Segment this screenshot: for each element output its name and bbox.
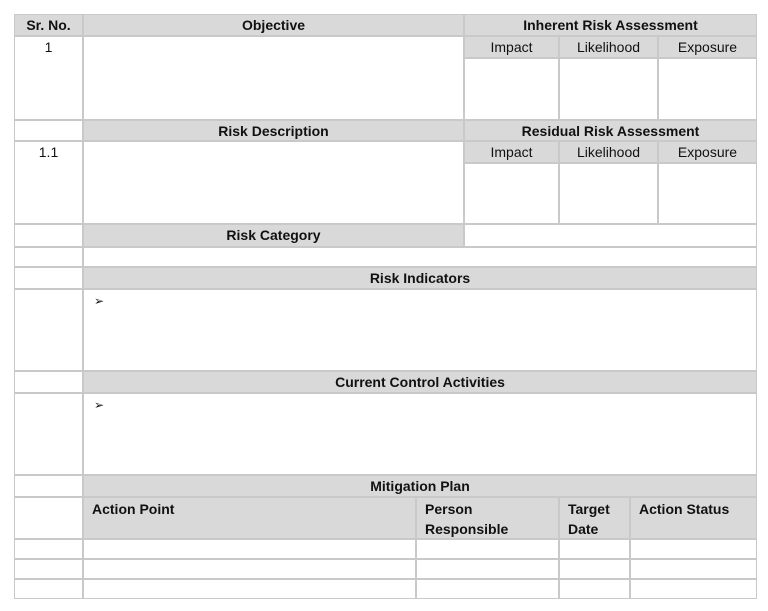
objective-cell[interactable] <box>83 36 464 120</box>
inherent-impact-header: Impact <box>464 36 559 58</box>
inherent-exposure-cell[interactable] <box>658 58 757 120</box>
empty-cell <box>14 120 83 141</box>
bullet-arrow-icon: ➢ <box>94 398 105 412</box>
inherent-risk-header: Inherent Risk Assessment <box>464 14 757 36</box>
sr-cell <box>14 539 83 559</box>
objective-header: Objective <box>83 14 464 36</box>
current-controls-cell[interactable]: ➢ <box>83 393 757 475</box>
risk-category-cell[interactable] <box>83 247 757 267</box>
empty-cell <box>14 289 83 371</box>
person-responsible-cell[interactable] <box>416 539 559 559</box>
action-point-cell[interactable] <box>83 539 416 559</box>
empty-cell <box>14 224 83 247</box>
empty-cell <box>14 393 83 475</box>
residual-exposure-header: Exposure <box>658 141 757 163</box>
person-responsible-header: Person Responsible <box>416 497 559 539</box>
target-date-cell[interactable] <box>559 579 630 599</box>
target-date-cell[interactable] <box>559 559 630 579</box>
target-date-header: Target Date <box>559 497 630 539</box>
target-date-cell[interactable] <box>559 539 630 559</box>
person-responsible-cell[interactable] <box>416 579 559 599</box>
risk-category-header: Risk Category <box>83 224 464 247</box>
sr-no-header: Sr. No. <box>14 14 83 36</box>
empty-cell <box>14 267 83 289</box>
inherent-impact-cell[interactable] <box>464 58 559 120</box>
risk-indicators-cell[interactable]: ➢ <box>83 289 757 371</box>
residual-exposure-cell[interactable] <box>658 163 757 224</box>
current-controls-header: Current Control Activities <box>83 371 757 393</box>
action-status-header: Action Status <box>630 497 757 539</box>
residual-likelihood-cell[interactable] <box>559 163 658 224</box>
inherent-exposure-header: Exposure <box>658 36 757 58</box>
sr-cell <box>14 579 83 599</box>
bullet-arrow-icon: ➢ <box>94 294 105 308</box>
residual-risk-header: Residual Risk Assessment <box>464 120 757 141</box>
risk-category-side-cell[interactable] <box>464 224 757 247</box>
sr-cell <box>14 559 83 579</box>
inherent-likelihood-cell[interactable] <box>559 58 658 120</box>
risk-description-header: Risk Description <box>83 120 464 141</box>
risk-description-cell[interactable] <box>83 141 464 224</box>
residual-impact-header: Impact <box>464 141 559 163</box>
empty-cell <box>14 247 83 267</box>
action-status-cell[interactable] <box>630 559 757 579</box>
action-point-cell[interactable] <box>83 579 416 599</box>
action-status-cell[interactable] <box>630 539 757 559</box>
empty-cell <box>14 371 83 393</box>
empty-cell <box>14 475 83 497</box>
action-point-header: Action Point <box>83 497 416 539</box>
action-status-cell[interactable] <box>630 579 757 599</box>
person-responsible-cell[interactable] <box>416 559 559 579</box>
empty-cell <box>14 497 83 539</box>
residual-impact-cell[interactable] <box>464 163 559 224</box>
mitigation-plan-header: Mitigation Plan <box>83 475 757 497</box>
objective-number: 1 <box>14 36 83 120</box>
risk-number: 1.1 <box>14 141 83 224</box>
action-point-cell[interactable] <box>83 559 416 579</box>
residual-likelihood-header: Likelihood <box>559 141 658 163</box>
inherent-likelihood-header: Likelihood <box>559 36 658 58</box>
risk-indicators-header: Risk Indicators <box>83 267 757 289</box>
